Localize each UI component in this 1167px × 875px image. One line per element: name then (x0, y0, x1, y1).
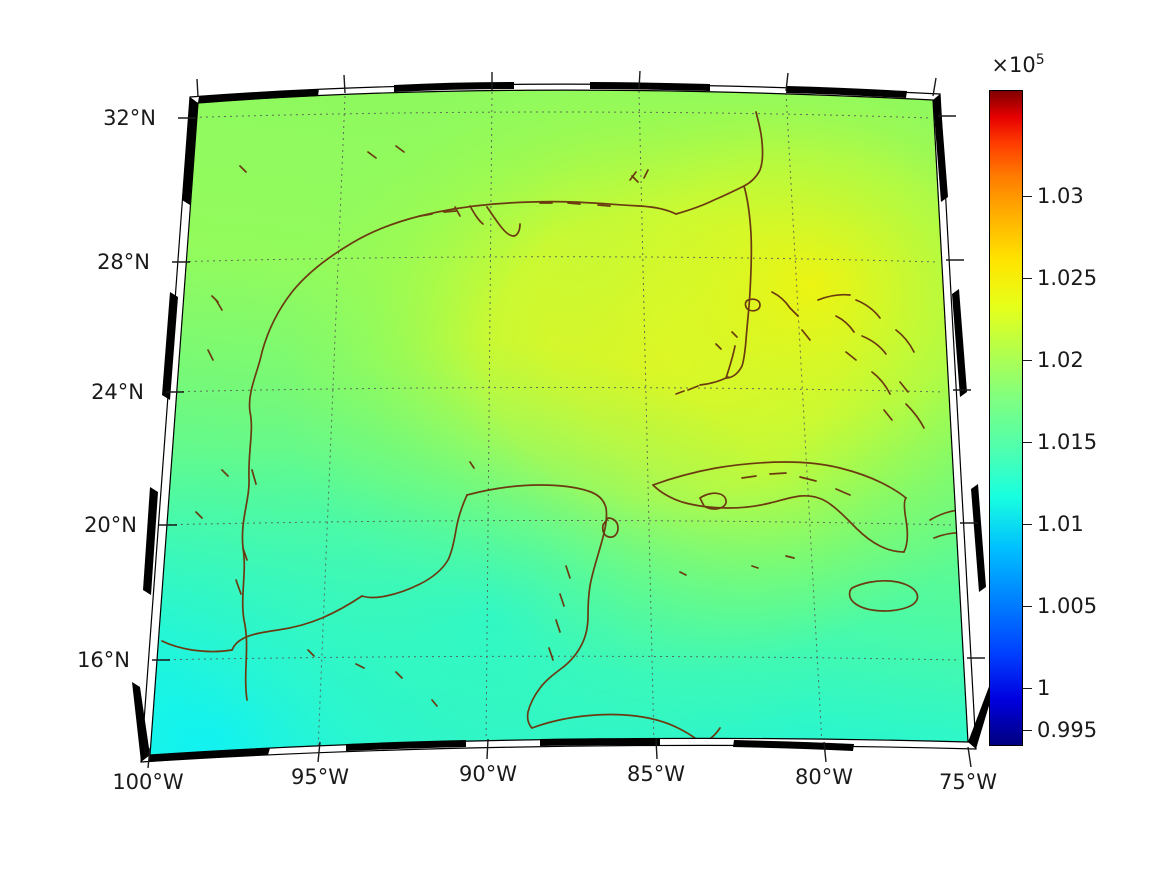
colorbar-tick-label-1.005: 1.005 (1037, 594, 1098, 618)
colorbar-tick-1.02 (1023, 360, 1032, 361)
colorbar-tick-label-1: 1 (1037, 676, 1051, 700)
colorbar-tick-1.01 (1023, 524, 1032, 525)
colorbar-tick-1.005 (1023, 606, 1032, 607)
lon-tick-label-100w: 100°W (112, 770, 184, 794)
lat-ticks (152, 117, 196, 661)
lon-tick-label-90w: 90°W (459, 762, 517, 786)
lon-tick-label-75w: 75°W (939, 770, 997, 794)
colorbar-tick-0.995 (1023, 730, 1032, 731)
lat-tick-label-20n: 20°N (84, 513, 137, 537)
colorbar-tick-1.015 (1023, 442, 1032, 443)
colorbar-exponent-power: 5 (1035, 52, 1045, 68)
colorbar-tick-label-1.03: 1.03 (1037, 184, 1084, 208)
colorbar-gradient (989, 90, 1023, 746)
lat-tick-label-28n: 28°N (97, 250, 150, 274)
lat-tick-label-24n: 24°N (91, 380, 144, 404)
colorbar-tick-label-1.025: 1.025 (1037, 266, 1098, 290)
lat-tick-label-16n: 16°N (77, 648, 130, 672)
lon-ticks (147, 738, 972, 769)
lon-tick-label-95w: 95°W (291, 765, 349, 789)
map-render (132, 70, 997, 769)
map-panel: 32°N 28°N 24°N 20°N 16°N 100°W 95°W 90°W… (77, 70, 997, 794)
colorbar[interactable]: 1.03 1.025 1.02 1.015 1.01 1.005 1 0.995 (989, 90, 1097, 746)
lon-tick-label-85w: 85°W (627, 762, 685, 786)
colorbar-tick-label-1.015: 1.015 (1037, 430, 1098, 454)
colorbar-tick-1.03 (1023, 196, 1032, 197)
colorbar-exponent-label: ×105 (991, 52, 1044, 77)
colorbar-tick-1 (1023, 688, 1032, 689)
lat-tick-label-32n: 32°N (103, 106, 156, 130)
colorbar-tick-label-1.02: 1.02 (1037, 348, 1084, 372)
colorbar-exponent-text: ×10 (991, 53, 1036, 77)
map-frame (132, 70, 997, 769)
colorbar-tick-label-1.01: 1.01 (1037, 512, 1084, 536)
lon-tick-label-80w: 80°W (795, 765, 853, 789)
colorbar-tick-1.025 (1023, 278, 1032, 279)
coastlines (161, 111, 967, 745)
colorbar-tick-label-0.995: 0.995 (1037, 718, 1098, 742)
